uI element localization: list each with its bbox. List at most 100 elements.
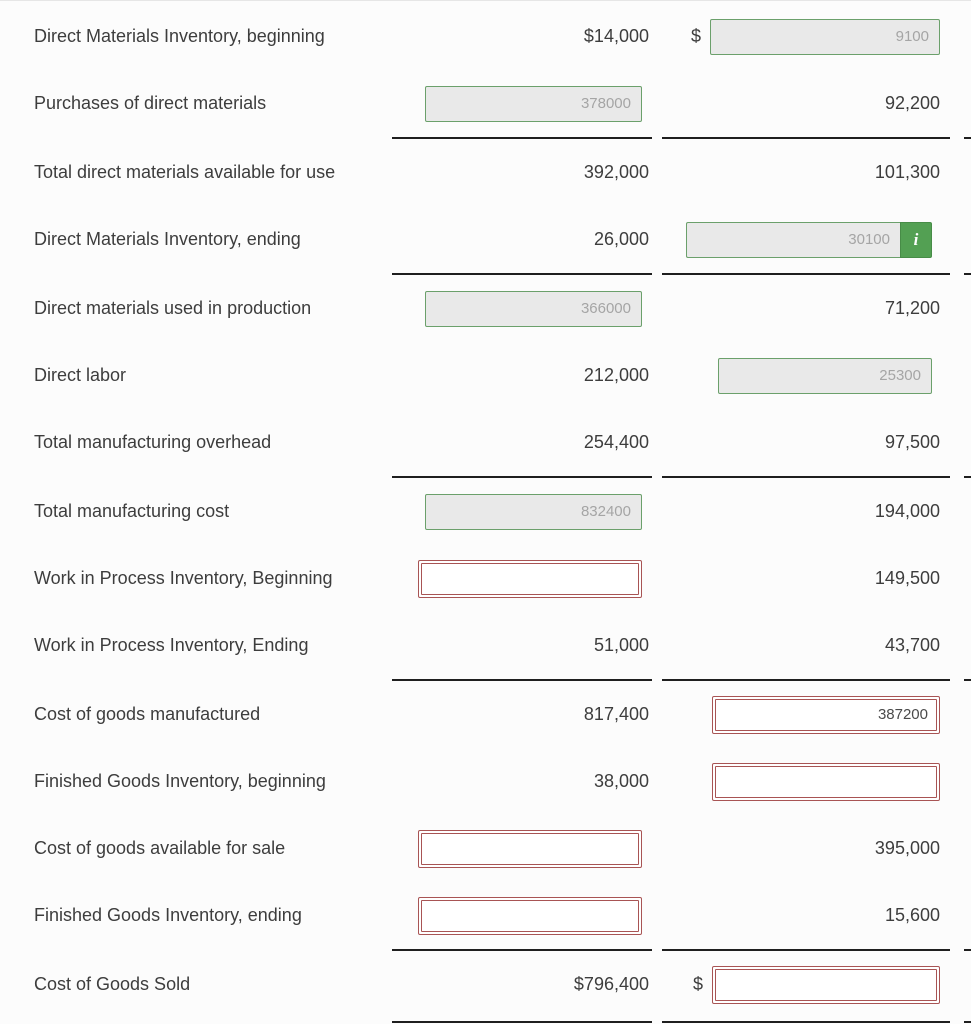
table-row: Cost of goods manufactured 817,400 [0,681,971,748]
amount-value: 97,500 [884,432,940,452]
company1-cell: 392,000 [402,162,662,183]
company2-cell: 149,500 [662,568,950,589]
row-label: Cost of goods available for sale [34,838,286,858]
row-label: Total direct materials available for use [34,162,336,182]
company1-cell: 817,400 [402,704,662,725]
row-label-cell: Work in Process Inventory, Ending [34,632,402,659]
row-label: Direct Materials Inventory, beginning [34,26,325,46]
company1-cell [402,493,662,530]
row-label: Work in Process Inventory, Ending [34,635,309,655]
answer-input[interactable] [715,698,937,731]
row-label: Direct labor [34,365,127,385]
sum-underline [0,273,971,275]
info-button[interactable]: i [900,221,932,258]
incorrect-answer-frame [712,762,940,801]
sum-underline [0,949,971,951]
row-label: Cost of Goods Sold [34,974,191,994]
amount-value: 194,000 [874,501,940,521]
row-label-cell: Finished Goods Inventory, beginning [34,768,402,795]
row-label-cell: Total direct materials available for use [34,159,402,186]
company2-cell [662,762,950,801]
answer-input[interactable] [686,221,900,258]
answer-input[interactable] [421,832,639,865]
amount-value: 38,000 [593,771,649,791]
row-label-cell: Direct labor [34,362,402,389]
underline-rule [662,476,950,478]
answer-input[interactable] [425,85,642,122]
underline-rule [662,137,950,139]
table-row: Direct Materials Inventory, beginning $1… [0,3,971,70]
row-label-cell: Cost of Goods Sold [34,971,402,998]
row-label: Finished Goods Inventory, ending [34,905,302,925]
company1-cell [402,559,662,598]
table-edge-mark [964,273,971,275]
amount-value: 149,500 [874,568,940,588]
underline-rule [662,273,950,275]
row-label: Cost of goods manufactured [34,704,261,724]
company2-cell: 71,200 [662,298,950,319]
table-row: Total manufacturing cost 194,000 [0,478,971,545]
amount-value: 43,700 [884,635,940,655]
underline-rule [662,949,950,951]
company2-cell: 97,500 [662,432,950,453]
amount-value: 15,600 [884,905,940,925]
answer-input[interactable] [715,968,937,1001]
company2-cell [662,357,950,394]
amount-value: 101,300 [874,162,940,182]
company2-cell: 92,200 [662,93,950,114]
table-edge-mark [964,1021,971,1024]
amount-value: 92,200 [884,93,940,113]
company2-cell: 194,000 [662,501,950,522]
incorrect-answer-frame [712,965,940,1004]
table-row: Purchases of direct materials 92,200 [0,70,971,137]
underline-rule [392,949,652,951]
table-edge-mark [964,476,971,478]
table-edge-mark [964,949,971,951]
currency-symbol: $ [690,26,701,46]
table-row: Total manufacturing overhead 254,400 97,… [0,409,971,476]
row-label-cell: Total manufacturing overhead [34,429,402,456]
company1-cell: 26,000 [402,229,662,250]
row-label-cell: Finished Goods Inventory, ending [34,902,402,929]
company1-cell: 38,000 [402,771,662,792]
table-row: Finished Goods Inventory, ending 15,600 [0,882,971,949]
row-label: Direct materials used in production [34,298,312,318]
double-underline-rule [662,1021,950,1024]
row-label: Total manufacturing cost [34,501,230,521]
amount-value: $14,000 [583,26,649,46]
info-icon: i [913,230,919,249]
table-row: Cost of goods available for sale 395,000 [0,815,971,882]
total-double-underline [0,1021,971,1024]
answer-input[interactable] [421,562,639,595]
company2-cell [662,695,950,734]
answer-input[interactable] [421,899,639,932]
company1-cell: 254,400 [402,432,662,453]
answer-input[interactable] [710,18,940,55]
table-row: Direct Materials Inventory, ending 26,00… [0,206,971,273]
table-row: Finished Goods Inventory, beginning 38,0… [0,748,971,815]
row-label-cell: Cost of goods available for sale [34,835,402,862]
company2-cell: $ [662,18,950,55]
company1-cell: 51,000 [402,635,662,656]
row-label-cell: Direct Materials Inventory, ending [34,226,402,253]
company2-cell: i [662,221,950,258]
company1-cell: $14,000 [402,26,662,47]
sum-underline [0,679,971,681]
company2-cell: 101,300 [662,162,950,183]
currency-symbol: $ [692,974,703,994]
amount-value: 51,000 [593,635,649,655]
answer-input[interactable] [715,765,937,798]
table-row: Direct labor 212,000 [0,342,971,409]
incorrect-answer-frame [712,695,940,734]
table-row: Work in Process Inventory, Beginning 149… [0,545,971,612]
company2-cell: 15,600 [662,905,950,926]
answer-input[interactable] [425,493,642,530]
sum-underline [0,137,971,139]
table-edge-mark [964,679,971,681]
answer-input-group: i [686,221,932,258]
answer-input[interactable] [425,290,642,327]
row-label: Work in Process Inventory, Beginning [34,568,333,588]
answer-input[interactable] [718,357,932,394]
company1-cell [402,829,662,868]
